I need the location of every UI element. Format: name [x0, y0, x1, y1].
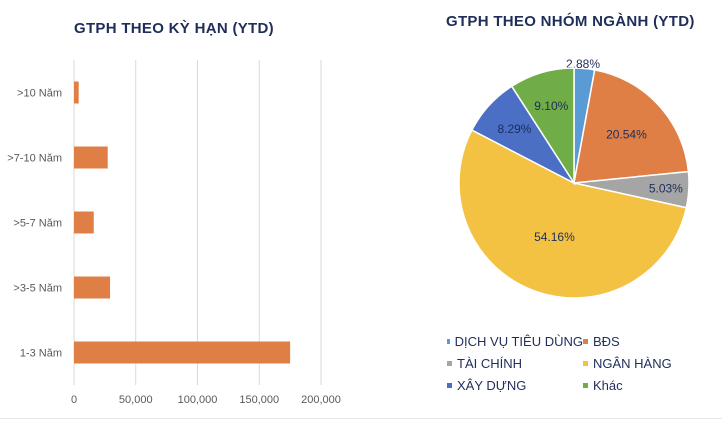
bar: [74, 211, 94, 234]
y-category-label: >3-5 Năm: [13, 283, 62, 295]
legend-item: DỊCH VỤ TIÊU DÙNG: [447, 334, 583, 349]
bar: [74, 146, 108, 169]
legend-label: Khác: [593, 378, 623, 393]
pie-data-label: 9.10%: [534, 99, 568, 113]
legend-label: BĐS: [593, 334, 620, 349]
pie-data-label: 54.16%: [534, 230, 575, 244]
pie-slice: [510, 67, 575, 186]
legend-label: NGÂN HÀNG: [593, 356, 672, 371]
y-category-label: >10 Năm: [17, 88, 62, 100]
bar: [74, 276, 111, 299]
legend-item: Khác: [583, 378, 693, 393]
legend-label: TÀI CHÍNH: [457, 356, 522, 371]
x-tick-label: 200,000: [301, 394, 341, 406]
x-tick-label: 0: [71, 394, 77, 406]
bar: [74, 341, 291, 364]
x-tick-label: 50,000: [119, 394, 153, 406]
y-category-label: >5-7 Năm: [13, 218, 62, 230]
legend-item: NGÂN HÀNG: [583, 356, 693, 371]
pie-data-label: 20.54%: [606, 128, 647, 142]
pie-slice: [573, 69, 690, 184]
pie-legend: DỊCH VỤ TIÊU DÙNG BĐS TÀI CHÍNH NGÂN HÀNG XÂ…: [447, 334, 707, 393]
y-category-label: 1-3 Năm: [20, 348, 62, 360]
legend-swatch: [583, 339, 588, 344]
legend-swatch: [447, 383, 452, 388]
legend-label: XÂY DỰNG: [457, 378, 527, 393]
legend-item: XÂY DỰNG: [447, 378, 583, 393]
bar-chart-title: GTPH THEO KỲ HẠN (YTD): [74, 20, 274, 37]
pie-data-label: 5.03%: [649, 181, 683, 195]
pie-data-label: 8.29%: [497, 122, 531, 136]
x-tick-label: 100,000: [178, 394, 218, 406]
legend-swatch: [583, 383, 588, 388]
pie-chart-title: GTPH THEO NHÓM NGÀNH (YTD): [446, 13, 695, 30]
legend-swatch: [447, 339, 450, 344]
legend-item: TÀI CHÍNH: [447, 356, 583, 371]
legend-swatch: [583, 361, 588, 366]
bar: [74, 81, 79, 104]
legend-swatch: [447, 361, 452, 366]
pie-slice: [458, 129, 688, 299]
legend-label: DỊCH VỤ TIÊU DÙNG: [454, 334, 583, 349]
y-category-label: >7-10 Năm: [7, 153, 62, 165]
x-tick-label: 150,000: [239, 394, 279, 406]
legend-item: BĐS: [583, 334, 693, 349]
divider: [0, 418, 722, 419]
